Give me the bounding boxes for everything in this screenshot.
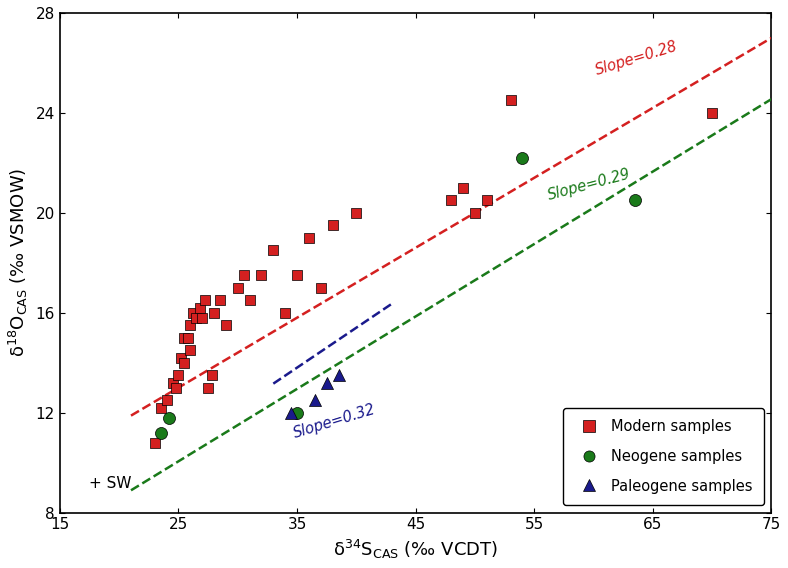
Text: Slope=0.32: Slope=0.32	[291, 402, 377, 441]
Modern samples	[469, 208, 481, 218]
Modern samples	[291, 271, 303, 280]
Modern samples	[166, 378, 179, 387]
Modern samples	[184, 345, 196, 354]
Paleogene samples	[309, 395, 322, 404]
Modern samples	[303, 233, 315, 243]
Modern samples	[187, 308, 199, 318]
Modern samples	[148, 438, 161, 447]
Paleogene samples	[333, 370, 345, 379]
Modern samples	[706, 108, 719, 118]
Modern samples	[196, 313, 209, 322]
Modern samples	[199, 296, 211, 305]
Modern samples	[237, 271, 250, 280]
Modern samples	[445, 196, 458, 205]
Modern samples	[255, 271, 268, 280]
Modern samples	[178, 333, 191, 343]
Modern samples	[243, 296, 256, 305]
Modern samples	[481, 196, 493, 205]
Modern samples	[326, 221, 339, 230]
Modern samples	[214, 296, 226, 305]
Y-axis label: δ$^{18}$O$_\mathrm{CAS}$ (‰ VSMOW): δ$^{18}$O$_\mathrm{CAS}$ (‰ VSMOW)	[7, 168, 30, 357]
Modern samples	[181, 333, 194, 343]
Modern samples	[232, 283, 244, 293]
Modern samples	[457, 183, 470, 193]
Modern samples	[350, 208, 362, 218]
Neogene samples	[162, 413, 175, 422]
Modern samples	[190, 313, 203, 322]
Modern samples	[202, 383, 214, 392]
X-axis label: δ$^{34}$S$_\mathrm{CAS}$ (‰ VCDT): δ$^{34}$S$_\mathrm{CAS}$ (‰ VCDT)	[333, 538, 498, 561]
Modern samples	[206, 370, 218, 379]
Paleogene samples	[284, 408, 297, 417]
Neogene samples	[629, 196, 641, 205]
Paleogene samples	[321, 378, 333, 387]
Neogene samples	[154, 428, 167, 437]
Modern samples	[169, 383, 182, 392]
Modern samples	[160, 395, 173, 404]
Legend: Modern samples, Neogene samples, Paleogene samples: Modern samples, Neogene samples, Paleoge…	[563, 408, 764, 506]
Text: Slope=0.28: Slope=0.28	[593, 39, 679, 78]
Modern samples	[178, 358, 191, 367]
Modern samples	[184, 321, 196, 330]
Text: Slope=0.29: Slope=0.29	[546, 167, 632, 203]
Modern samples	[174, 353, 187, 362]
Modern samples	[208, 308, 221, 318]
Modern samples	[314, 283, 327, 293]
Neogene samples	[516, 153, 529, 162]
Modern samples	[172, 370, 184, 379]
Text: + SW: + SW	[90, 475, 132, 491]
Modern samples	[279, 308, 292, 318]
Modern samples	[504, 96, 517, 105]
Neogene samples	[291, 408, 303, 417]
Modern samples	[267, 246, 280, 255]
Modern samples	[220, 321, 232, 330]
Modern samples	[194, 303, 206, 312]
Modern samples	[154, 403, 167, 412]
